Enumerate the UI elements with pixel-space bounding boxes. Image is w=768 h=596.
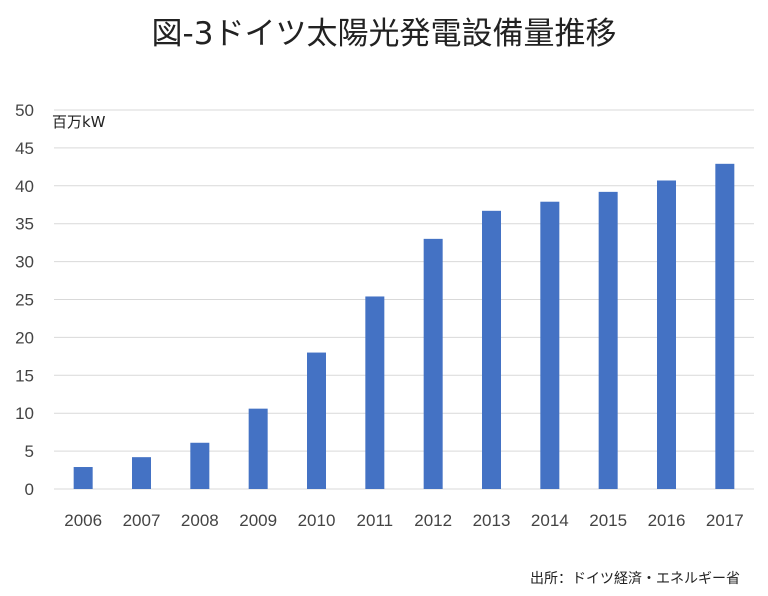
bar-2012 <box>423 238 443 489</box>
x-tick-label: 2015 <box>589 511 627 530</box>
x-tick-label: 2013 <box>473 511 511 530</box>
bar-2016 <box>657 180 676 489</box>
x-tick-label: 2007 <box>123 511 161 530</box>
bar-2010 <box>307 352 326 489</box>
y-axis-ticks: 0 5 10 15 20 25 30 35 40 45 50 <box>15 101 34 499</box>
bar-2011 <box>365 296 385 489</box>
x-axis-ticks: 2006 2007 2008 2009 2010 2011 2012 2013 2014 2015… <box>64 511 743 530</box>
x-tick-label: 2017 <box>706 511 744 530</box>
y-tick-label: 40 <box>15 177 34 196</box>
x-tick-label: 2012 <box>414 511 452 530</box>
source-note: 出所：ドイツ経済・エネルギー省 <box>530 571 740 587</box>
chart-title: 図-3ドイツ太陽光発電設備量推移 <box>152 16 617 52</box>
y-tick-label: 10 <box>15 404 34 423</box>
y-tick-label: 5 <box>25 442 34 461</box>
x-tick-label: 2014 <box>531 511 569 530</box>
y-tick-label: 20 <box>15 328 34 347</box>
y-tick-label: 35 <box>15 215 34 234</box>
y-tick-label: 15 <box>15 366 34 385</box>
bar-2006 <box>73 467 93 489</box>
x-tick-label: 2011 <box>357 511 394 530</box>
y-tick-label: 25 <box>15 291 34 310</box>
bar-2015 <box>598 191 618 489</box>
bar-2017 <box>715 163 735 489</box>
bars <box>73 163 735 489</box>
gridlines <box>54 109 754 490</box>
x-tick-label: 2009 <box>239 511 277 530</box>
y-tick-label: 30 <box>15 253 34 272</box>
x-tick-label: 2006 <box>64 511 102 530</box>
bar-2007 <box>132 457 151 489</box>
x-tick-label: 2010 <box>298 511 336 530</box>
x-tick-label: 2008 <box>181 511 219 530</box>
bar-2008 <box>190 442 210 489</box>
unit-label: 百万kW <box>52 113 106 131</box>
x-tick-label: 2016 <box>648 511 686 530</box>
bar-2013 <box>482 210 501 489</box>
bar-2014 <box>540 201 560 489</box>
y-tick-label: 0 <box>25 480 34 499</box>
y-tick-label: 50 <box>15 101 34 120</box>
bar-2009 <box>248 408 268 489</box>
y-tick-label: 45 <box>15 139 34 158</box>
